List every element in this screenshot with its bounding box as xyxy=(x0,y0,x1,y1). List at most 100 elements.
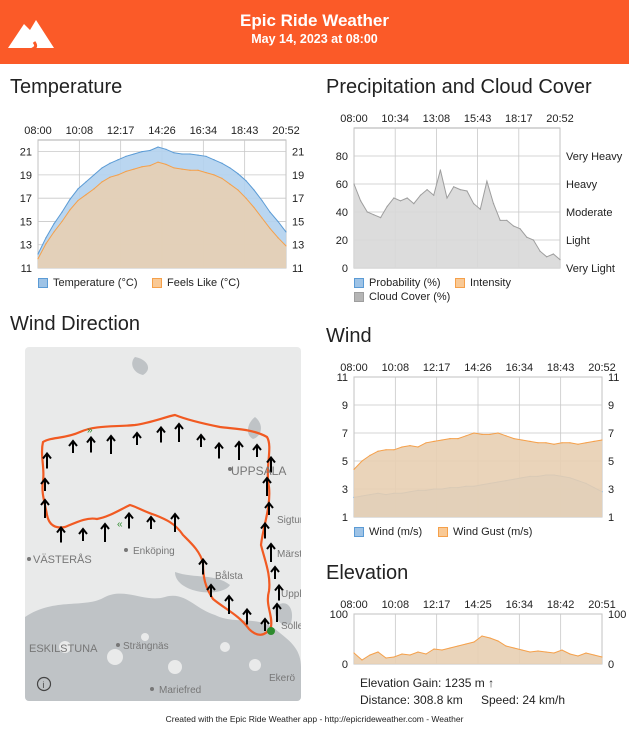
data-point xyxy=(449,647,451,649)
data-point xyxy=(457,438,459,440)
x-tick-label: 16:34 xyxy=(506,599,534,611)
city-eskilstuna: ESKILSTUNA xyxy=(29,643,98,655)
data-point xyxy=(473,203,475,205)
data-point xyxy=(157,146,159,148)
data-point xyxy=(553,652,555,654)
data-point xyxy=(409,445,411,447)
series-line-0 xyxy=(353,635,603,661)
footer-credit: Created with the Epic Ride Weather app -… xyxy=(165,714,464,724)
wind-arrow-head xyxy=(262,476,272,484)
data-point xyxy=(197,154,199,156)
wind-arrow-head xyxy=(198,557,208,566)
data-point xyxy=(361,659,363,661)
data-point xyxy=(173,167,175,169)
data-point xyxy=(149,149,151,152)
data-point xyxy=(593,440,595,442)
data-point xyxy=(189,169,191,171)
series-area-0 xyxy=(354,636,602,664)
end-marker-icon xyxy=(267,627,275,635)
data-point xyxy=(205,171,207,174)
data-point xyxy=(353,183,355,185)
data-point xyxy=(205,155,207,157)
city-sollentuna: Sollentuna xyxy=(281,621,301,632)
data-point xyxy=(69,198,71,200)
data-point xyxy=(109,176,111,178)
y-tick-label-right: 11 xyxy=(292,263,303,275)
data-point xyxy=(125,155,127,157)
wind-arrow-head xyxy=(86,435,96,444)
city-ekero: Ekerö xyxy=(269,673,296,684)
data-point xyxy=(459,189,461,191)
data-point xyxy=(53,223,55,225)
data-point xyxy=(409,654,411,656)
info-icon[interactable]: i xyxy=(36,676,52,692)
data-point xyxy=(577,655,579,657)
x-tick-label: 16:34 xyxy=(190,125,218,137)
y-tick-label: 20 xyxy=(336,235,348,247)
y-tick-label: 40 xyxy=(336,207,348,219)
y-tick-label-right: 21 xyxy=(292,147,304,159)
distance: Distance: 308.8 km xyxy=(360,693,463,707)
legend-swatch-cloud-cover xyxy=(354,292,364,302)
data-point xyxy=(269,227,271,230)
series-line-0 xyxy=(37,146,287,255)
data-point xyxy=(465,435,467,437)
data-point xyxy=(386,205,388,207)
lakes xyxy=(25,357,301,701)
data-point xyxy=(253,189,255,191)
data-point xyxy=(399,200,402,202)
data-point xyxy=(37,253,39,255)
elevation-gain: Elevation Gain: 1235 m ↑ xyxy=(360,676,495,690)
wind-direction-map[interactable]: » « UPPSALA VÄSTERÅS Enköping Bålsta ESK… xyxy=(25,347,301,701)
data-point xyxy=(93,174,95,176)
data-point xyxy=(433,440,435,442)
data-point xyxy=(425,653,427,655)
wind-arrow-head xyxy=(100,522,110,530)
wind-arrow-head xyxy=(174,422,184,430)
data-point xyxy=(505,435,507,437)
app-title: Epic Ride Weather xyxy=(240,11,389,30)
x-tick-label: 16:34 xyxy=(506,362,534,374)
data-point xyxy=(393,197,395,199)
x-tick-label: 12:17 xyxy=(107,125,135,137)
data-point xyxy=(601,656,603,658)
wind-arrow-head xyxy=(260,617,270,625)
x-tick-label: 10:08 xyxy=(382,362,410,374)
temperature-chart: 11 11 13 13 15 15 17 17 19 19 21 21 08:00 10:08 12:17 1… xyxy=(20,125,305,275)
intensity-label: Light xyxy=(566,235,590,247)
data-point xyxy=(93,188,95,190)
x-tick-label: 18:43 xyxy=(231,125,259,137)
data-point xyxy=(109,162,111,164)
data-point xyxy=(53,231,55,233)
wind-arrow-head xyxy=(78,527,88,535)
data-point xyxy=(353,652,355,654)
legend-swatch-feels-like xyxy=(152,278,162,288)
y-tick-label: 60 xyxy=(336,179,348,191)
data-point xyxy=(253,206,255,209)
x-tick-label: 13:08 xyxy=(423,113,451,125)
data-point xyxy=(453,186,455,188)
wind-arrow-head xyxy=(40,477,50,485)
x-tick-label: 08:00 xyxy=(340,599,368,611)
x-tick-label: 15:43 xyxy=(464,113,492,125)
data-point xyxy=(393,449,395,451)
data-point xyxy=(101,181,103,183)
data-point xyxy=(366,211,368,213)
data-point xyxy=(486,180,488,182)
wind-arrow-head xyxy=(40,498,50,506)
svg-text:i: i xyxy=(42,680,44,690)
data-point xyxy=(213,159,215,161)
data-point xyxy=(561,442,563,444)
wind-arrow-head xyxy=(156,425,166,434)
intensity-label: Moderate xyxy=(566,207,612,219)
data-point xyxy=(165,148,167,150)
x-tick-label: 12:17 xyxy=(423,362,451,374)
x-tick-label: 18:17 xyxy=(505,113,533,125)
wind-arrows xyxy=(40,422,284,631)
legend-feels-like: Feels Like (°C) xyxy=(152,277,240,289)
data-point xyxy=(466,190,468,192)
data-point xyxy=(377,450,379,452)
wind-arrow-head xyxy=(68,439,78,447)
data-point xyxy=(473,641,475,643)
mid-marker-icon: « xyxy=(117,519,123,530)
